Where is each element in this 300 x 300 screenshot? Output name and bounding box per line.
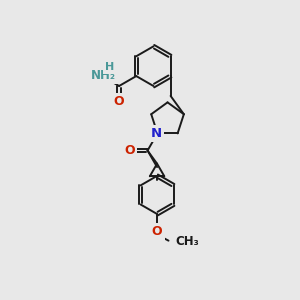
Text: N: N xyxy=(151,127,162,140)
Text: H: H xyxy=(105,62,114,72)
Text: NH₂: NH₂ xyxy=(91,69,116,82)
Text: O: O xyxy=(152,225,162,238)
Text: O: O xyxy=(114,95,124,108)
Text: O: O xyxy=(124,144,135,157)
Text: CH₃: CH₃ xyxy=(176,235,199,248)
